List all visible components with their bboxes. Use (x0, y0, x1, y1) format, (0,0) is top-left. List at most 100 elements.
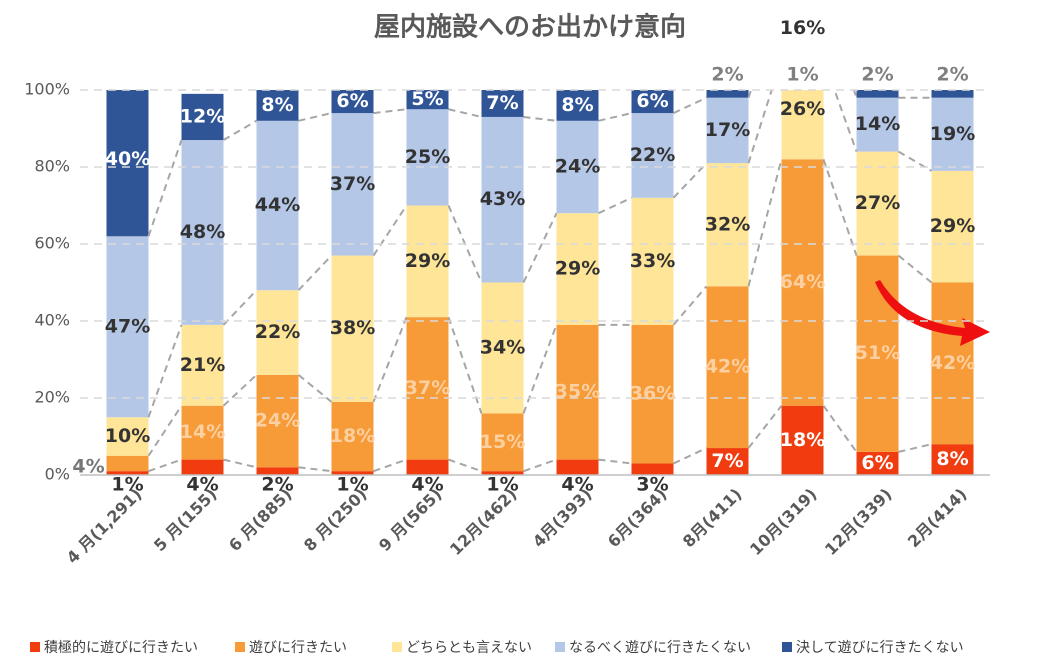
value-label: 48% (180, 221, 225, 243)
value-label: 33% (630, 250, 675, 272)
value-label: 27% (855, 192, 900, 214)
bar-segment (706, 163, 749, 287)
value-label: 32% (705, 213, 750, 235)
bar-segment (631, 463, 674, 475)
connector (747, 405, 783, 449)
bar-segment (631, 90, 674, 114)
connector (297, 374, 333, 403)
legend-swatch (555, 642, 565, 652)
connector (598, 196, 632, 215)
value-label: 10% (105, 425, 150, 447)
x-tick-label: 5 月(155) (150, 485, 221, 556)
bar-segment (331, 471, 374, 475)
connector (147, 405, 183, 457)
bar-segment (856, 451, 899, 475)
value-label: 12% (180, 105, 225, 127)
bar-segment (631, 113, 674, 198)
connector (897, 254, 933, 284)
value-label: 25% (405, 146, 450, 168)
value-label: 14% (180, 421, 225, 443)
bar-segment (556, 90, 599, 121)
bar-segment (781, 90, 824, 160)
bar-segment (406, 90, 449, 110)
y-tick-label: 100% (24, 80, 70, 99)
bar-segment (331, 113, 374, 256)
value-label: 42% (705, 356, 750, 378)
connector (222, 289, 258, 326)
value-label: 42% (930, 352, 975, 374)
y-tick-label: 60% (34, 234, 70, 253)
connector (372, 316, 408, 403)
value-label: 43% (480, 188, 525, 210)
value-label: 6% (636, 90, 668, 112)
connector (447, 316, 483, 414)
bar-segment (331, 401, 374, 472)
y-tick-label: 80% (34, 157, 70, 176)
value-label: 6% (861, 452, 893, 474)
value-label: 18% (330, 425, 375, 447)
connector (673, 96, 707, 115)
legend-label: 遊びに行きたい (249, 640, 347, 656)
chart-title: 屋内施設へのお出かけ意向 (374, 12, 686, 43)
connector (852, 90, 858, 99)
connector (747, 90, 753, 99)
bar-segment (931, 170, 974, 283)
x-tick-label: 8 月(250) (300, 485, 371, 556)
value-label: 29% (555, 258, 600, 280)
bar-segment (106, 471, 149, 475)
x-tick-label: 10月(319) (746, 485, 820, 559)
value-label: 26% (780, 98, 825, 120)
value-label: 14% (855, 113, 900, 135)
value-label: 8% (561, 94, 593, 116)
bar-segment (481, 282, 524, 414)
value-label: 19% (930, 123, 975, 145)
bar-segment (106, 455, 149, 472)
value-label: 4% (561, 474, 593, 496)
x-tick-label: 2月(414) (904, 485, 971, 552)
bar-segment (256, 120, 299, 291)
value-label: 2% (711, 64, 743, 86)
connector (297, 254, 333, 291)
value-label: 22% (630, 144, 675, 166)
legend-label: なるべく遊びに行きたくない (569, 640, 751, 656)
x-tick-label: 12月(339) (821, 485, 895, 559)
bar-segment (256, 90, 299, 121)
value-label: 24% (255, 410, 300, 432)
legend-label: 積極的に遊びに行きたい (44, 640, 198, 656)
bar-segment (631, 197, 674, 325)
value-label: 38% (330, 317, 375, 339)
connector (672, 162, 708, 199)
connector (147, 139, 183, 237)
bar-segment (856, 90, 899, 98)
connector (522, 212, 558, 283)
bar-segment (406, 109, 449, 206)
bar-segment (406, 459, 449, 475)
bar-segment (556, 213, 599, 325)
connector (372, 204, 408, 257)
bar-segment (181, 93, 224, 141)
connector (598, 112, 632, 122)
connector (522, 324, 558, 414)
bar-segment (706, 90, 749, 98)
value-label: 2% (861, 64, 893, 86)
bar-segment (181, 405, 224, 460)
trend-arrow (875, 280, 990, 346)
value-label: 1% (111, 474, 143, 496)
value-label: 40% (105, 148, 150, 170)
value-label: 22% (255, 321, 300, 343)
value-label: 4% (72, 456, 104, 478)
connector (523, 458, 557, 473)
x-tick-label: 8月(411) (679, 485, 746, 552)
value-label: 29% (930, 215, 975, 237)
connector (598, 458, 632, 465)
bar-segment (556, 324, 599, 460)
value-label: 37% (330, 173, 375, 195)
bar-segment (106, 417, 149, 456)
legend-swatch (30, 642, 40, 652)
value-label: 16% (780, 17, 825, 39)
bar-segment (781, 405, 824, 475)
value-label: 24% (555, 156, 600, 178)
bar-segment (556, 459, 599, 475)
connector (833, 90, 858, 152)
